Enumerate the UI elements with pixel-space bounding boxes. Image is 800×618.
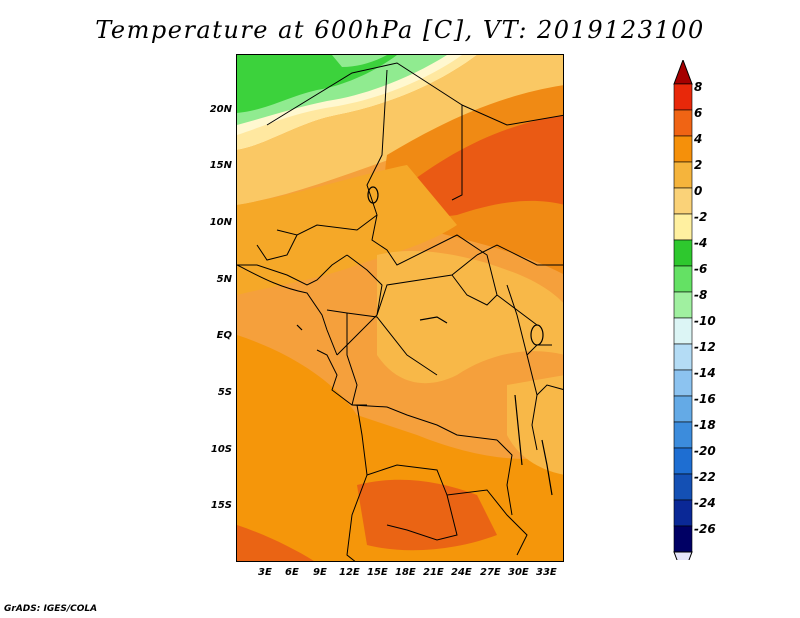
x-tick-label: 18E	[395, 567, 416, 578]
colorbar-swatch	[673, 135, 693, 163]
field-patch-central	[377, 251, 563, 384]
colorbar-label: -26	[694, 522, 716, 536]
x-tick-label: 24E	[451, 567, 472, 578]
colorbar-swatch	[673, 187, 693, 215]
colorbar-swatch	[673, 369, 693, 397]
field-mid-west	[237, 165, 457, 295]
colorbar	[673, 60, 693, 560]
colorbar-swatch	[673, 525, 693, 553]
y-tick-label: 20N	[209, 104, 232, 115]
x-tick-label: 27E	[480, 567, 501, 578]
colorbar-label: 0	[694, 184, 703, 198]
lake-tanganyika	[514, 394, 523, 466]
y-tick-label: EQ	[216, 330, 232, 341]
colorbar-label: 6	[694, 106, 703, 120]
colorbar-label: -24	[694, 496, 716, 510]
colorbar-swatch	[673, 265, 693, 293]
y-tick-label: 10S	[210, 444, 232, 455]
colorbar-label: -12	[694, 340, 716, 354]
colorbar-label: -18	[694, 418, 716, 432]
y-tick-label: 15N	[209, 160, 232, 171]
colorbar-swatch	[673, 499, 693, 527]
field-band-transition	[237, 55, 563, 205]
field-band-green	[237, 55, 397, 113]
colorbar-swatch	[673, 447, 693, 475]
chart-title: Temperature at 600hPa [C], VT: 201912310…	[95, 16, 705, 44]
colorbar-swatch	[673, 239, 693, 267]
field-band-green-patch	[332, 55, 387, 67]
colorbar-swatch	[673, 395, 693, 423]
colorbar-label: -2	[694, 210, 708, 224]
x-tick-label: 21E	[423, 567, 444, 578]
credit-text: GrADS: IGES/COLA	[4, 604, 98, 614]
colorbar-swatch	[673, 161, 693, 189]
colorbar-label: 2	[694, 158, 703, 172]
colorbar-top-arrow	[673, 60, 693, 85]
field-hot-sw	[237, 525, 314, 561]
map-plot-area	[236, 54, 564, 562]
x-tick-label: 12E	[339, 567, 360, 578]
colorbar-label: -10	[694, 314, 716, 328]
lake-malawi	[541, 439, 553, 496]
colorbar-label: -8	[694, 288, 708, 302]
colorbar-label: 4	[694, 132, 703, 146]
colorbar-swatch	[673, 213, 693, 241]
lake-victoria	[530, 324, 544, 346]
colorbar-swatch	[673, 343, 693, 371]
colorbar-swatch	[673, 473, 693, 501]
colorbar-label: -6	[694, 262, 708, 276]
x-tick-label: 30E	[508, 567, 529, 578]
colorbar-swatch	[673, 291, 693, 319]
x-tick-label: 6E	[285, 567, 299, 578]
lakes	[296, 186, 553, 496]
x-tick-label: 33E	[536, 567, 557, 578]
field-hot-south	[357, 479, 497, 551]
y-tick-label: 5N	[216, 274, 232, 285]
lake-chad	[367, 186, 379, 204]
colorbar-swatch	[673, 109, 693, 137]
colorbar-label: -16	[694, 392, 716, 406]
colorbar-bottom-arrow	[673, 551, 693, 560]
y-tick-label: 10N	[209, 217, 232, 228]
temperature-field	[237, 55, 563, 561]
field-hot-ne	[406, 115, 563, 217]
colorbar-swatch	[673, 421, 693, 449]
colorbar-label: -14	[694, 366, 716, 380]
colorbar-label: -22	[694, 470, 716, 484]
colorbar-label: -20	[694, 444, 716, 458]
country-borders	[237, 62, 563, 561]
x-tick-label: 9E	[313, 567, 327, 578]
x-tick-label: 15E	[367, 567, 388, 578]
colorbar-label: 8	[694, 80, 703, 94]
y-tick-label: 5S	[217, 387, 232, 398]
colorbar-label: -4	[694, 236, 708, 250]
river-congo	[419, 316, 448, 324]
coast-mark	[296, 324, 303, 331]
y-tick-label: 15S	[210, 500, 232, 511]
colorbar-swatch	[673, 317, 693, 345]
colorbar-swatch	[673, 83, 693, 111]
x-tick-label: 3E	[258, 567, 272, 578]
